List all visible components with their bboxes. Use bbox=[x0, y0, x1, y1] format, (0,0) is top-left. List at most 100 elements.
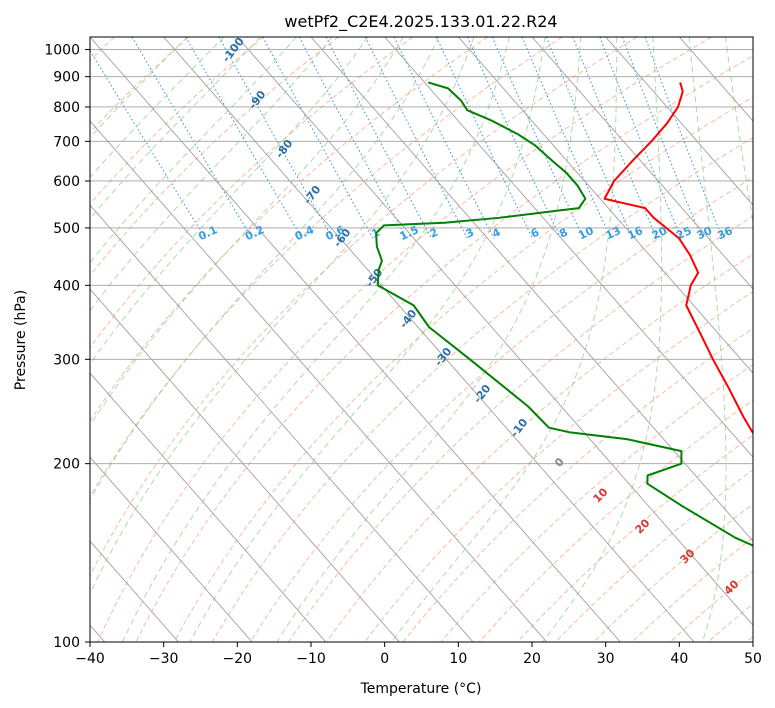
dry-adiabat-label: -20 bbox=[471, 382, 494, 406]
mixing-ratio-line bbox=[621, 37, 703, 239]
x-tick-label: 20 bbox=[523, 651, 541, 667]
mixing-ratio-line bbox=[467, 37, 562, 239]
mixing-ratio-label: 30 bbox=[695, 224, 715, 242]
moist-adiabat-label: 0 bbox=[552, 455, 567, 470]
isotherm-line bbox=[384, 37, 753, 458]
mixing-ratio-label: 20 bbox=[650, 224, 670, 242]
y-tick-label: 400 bbox=[53, 278, 80, 294]
moist-adiabat-line bbox=[725, 37, 753, 226]
y-axis-label: Pressure (hPa) bbox=[13, 290, 29, 390]
dry-adiabat-line bbox=[555, 469, 753, 642]
isotherm-line bbox=[90, 37, 621, 642]
moist-adiabat-label: 40 bbox=[722, 577, 742, 597]
dry-adiabat-line bbox=[90, 37, 264, 205]
x-tick-label: −20 bbox=[223, 651, 253, 667]
dry-adiabat-line bbox=[97, 37, 712, 642]
line-labels: -100-90-80-70-60-50-40-30-20-10010203040… bbox=[196, 37, 742, 598]
mixing-ratio-lines bbox=[90, 37, 724, 239]
mixing-ratio-line bbox=[262, 37, 374, 239]
x-tick-label: 50 bbox=[744, 651, 762, 667]
dry-adiabat-label: -80 bbox=[273, 137, 296, 161]
isotherm-line bbox=[457, 37, 753, 374]
y-tick-label: 300 bbox=[53, 352, 80, 368]
y-tick-label: 200 bbox=[53, 457, 80, 473]
moist-adiabat-line bbox=[90, 37, 404, 427]
dry-adiabat-line bbox=[402, 327, 753, 642]
mixing-ratio-line bbox=[393, 37, 495, 239]
dry-adiabat-label: -70 bbox=[301, 183, 324, 207]
temperature-line bbox=[603, 82, 753, 436]
isotherm-line bbox=[531, 37, 753, 290]
isotherm-line bbox=[310, 37, 753, 542]
x-tick-label: 10 bbox=[449, 651, 467, 667]
dry-adiabat-line bbox=[326, 253, 753, 642]
dry-adiabat-line bbox=[707, 603, 753, 642]
dry-adiabat-line bbox=[90, 37, 488, 423]
dewpoint-line bbox=[375, 81, 753, 547]
isotherm-line bbox=[90, 288, 400, 642]
mixing-ratio-line bbox=[599, 37, 682, 239]
x-tick-label: −10 bbox=[296, 651, 326, 667]
mixing-ratio-label: 36 bbox=[715, 224, 735, 242]
moist-adiabat-label: 10 bbox=[591, 485, 611, 505]
moist-adiabat-line bbox=[688, 37, 727, 642]
chart-title: wetPf2_C2E4.2025.133.01.22.R24 bbox=[284, 12, 557, 32]
y-tick-label: 900 bbox=[53, 70, 80, 86]
mixing-ratio-label: 0.1 bbox=[196, 223, 219, 243]
mixing-ratio-line bbox=[131, 37, 253, 239]
dry-adiabat-line bbox=[478, 399, 753, 642]
isotherm-line bbox=[752, 37, 753, 38]
mixing-ratio-line bbox=[364, 37, 468, 239]
isotherm-line bbox=[90, 372, 327, 642]
y-tick-label: 800 bbox=[53, 100, 80, 116]
moist-adiabat-line bbox=[189, 37, 546, 642]
dry-adiabat-line bbox=[631, 536, 753, 642]
dry-adiabat-label: -90 bbox=[246, 88, 269, 112]
isotherm-line bbox=[90, 204, 474, 642]
plot-frame bbox=[89, 36, 754, 643]
moist-adiabat-line bbox=[90, 37, 261, 220]
mixing-ratio-line bbox=[435, 37, 534, 239]
moist-adiabat-line bbox=[90, 37, 369, 365]
mixing-ratio-label: 0.2 bbox=[243, 223, 266, 243]
x-tick-label: 0 bbox=[380, 651, 389, 667]
mixing-ratio-label: 10 bbox=[576, 224, 596, 242]
dry-adiabat-line bbox=[173, 96, 753, 642]
moist-adiabat-line bbox=[762, 37, 775, 642]
mixing-ratio-line bbox=[545, 37, 634, 239]
x-axis-label: Temperature (°C) bbox=[360, 681, 482, 697]
moist-adiabat-line bbox=[90, 37, 297, 264]
mixing-ratio-line bbox=[491, 37, 585, 239]
mixing-ratio-label: 25 bbox=[674, 224, 693, 242]
isotherm-line bbox=[605, 37, 753, 206]
isotherm-line bbox=[236, 37, 753, 626]
dry-adiabat-line bbox=[364, 291, 753, 642]
moist-adiabat-line bbox=[122, 37, 510, 642]
y-tick-label: 700 bbox=[53, 134, 80, 150]
isotherm-line bbox=[163, 37, 695, 642]
mixing-ratio-line bbox=[644, 37, 724, 239]
isotherm-line bbox=[90, 456, 253, 642]
mixing-ratio-line bbox=[572, 37, 658, 239]
moist-adiabat-line bbox=[542, 37, 663, 642]
moist-adiabat-line bbox=[90, 37, 333, 312]
moist-adiabat-label: 30 bbox=[678, 546, 698, 566]
dry-adiabat-line bbox=[90, 37, 339, 277]
moist-adiabat-label: 20 bbox=[633, 516, 653, 536]
moist-adiabat-line bbox=[276, 37, 582, 642]
isobar-grid bbox=[90, 49, 753, 642]
dry-adiabat-line bbox=[90, 37, 414, 349]
y-tick-label: 1000 bbox=[44, 43, 80, 59]
mixing-ratio-line bbox=[521, 37, 612, 239]
moist-adiabat-line bbox=[90, 37, 440, 501]
y-axis-ticks: 100 200 300 400 500 600 700 800 900 1000 bbox=[44, 43, 90, 651]
x-tick-label: −40 bbox=[75, 651, 105, 667]
moist-adiabat-line bbox=[90, 37, 475, 595]
dry-adiabat-line bbox=[746, 635, 753, 642]
x-tick-label: 40 bbox=[670, 651, 688, 667]
mixing-ratio-line bbox=[325, 37, 432, 239]
mixing-ratio-label: 16 bbox=[626, 224, 646, 242]
y-tick-label: 500 bbox=[53, 221, 80, 237]
y-tick-label: 100 bbox=[53, 635, 80, 651]
